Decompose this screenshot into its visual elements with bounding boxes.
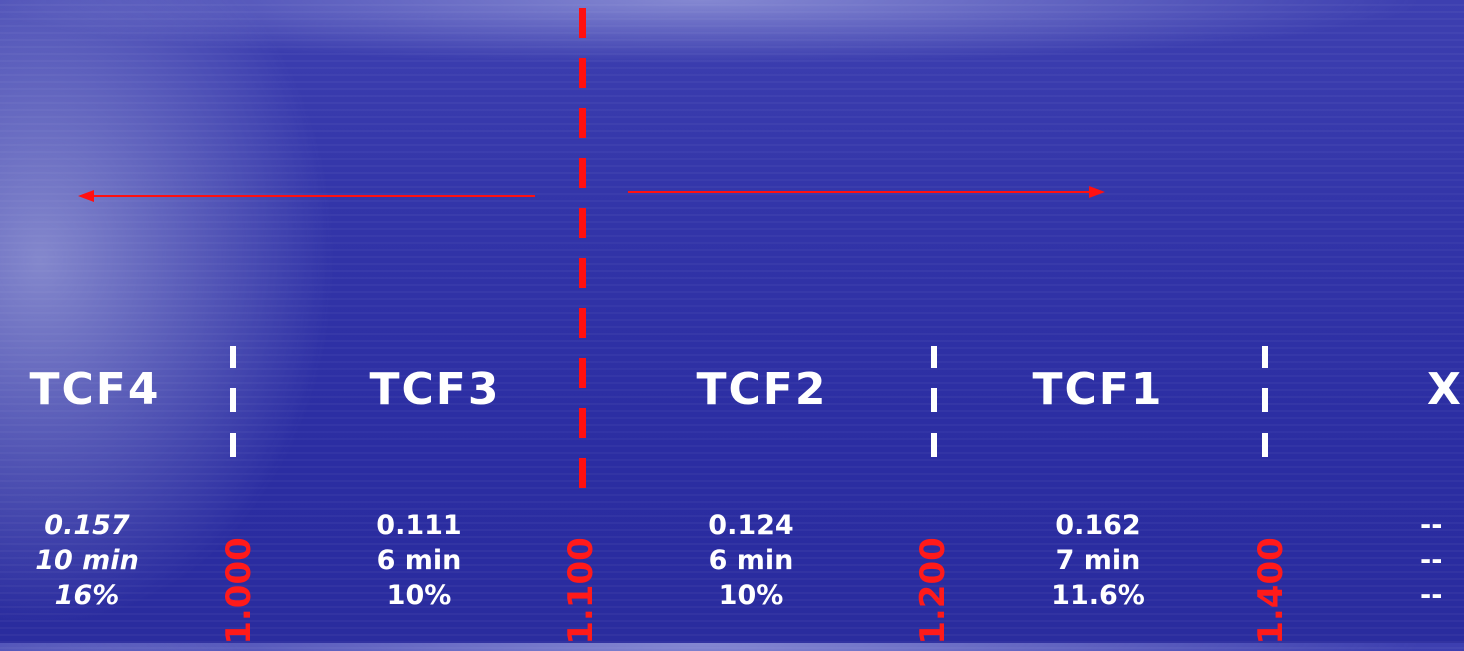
stats-x: -- -- -- [1400, 508, 1464, 613]
stat-value: -- [1420, 510, 1443, 541]
stat-value: 0.124 [708, 510, 794, 541]
stat-percent: 16% [54, 580, 120, 611]
white-dash-segment [931, 388, 937, 412]
threshold-label-2: 1.100 [561, 537, 601, 645]
column-label-tcf3: TCF3 [369, 364, 501, 415]
white-dash-segment [1262, 433, 1268, 457]
white-dash-segment [1262, 388, 1268, 412]
stat-time: -- [1420, 545, 1443, 576]
red-dash-segment [579, 458, 586, 488]
red-dash-segment [579, 158, 586, 188]
column-label-tcf1: TCF1 [1032, 364, 1164, 415]
red-dash-segment [579, 208, 586, 238]
threshold-label-4: 1.400 [1251, 537, 1291, 645]
stat-time: 10 min [35, 545, 139, 576]
stats-tcf1: 0.162 7 min 11.6% [1013, 508, 1183, 613]
stat-percent: 10% [386, 580, 452, 611]
red-dash-segment [579, 58, 586, 88]
red-dash-segment [579, 358, 586, 388]
white-dash-segment [1262, 346, 1268, 368]
red-dash-segment [579, 258, 586, 288]
red-dash-segment [579, 308, 586, 338]
white-dash-segment [931, 346, 937, 368]
red-dash-segment [579, 8, 586, 38]
stat-percent: 11.6% [1051, 580, 1145, 611]
stats-tcf3: 0.111 6 min 10% [334, 508, 504, 613]
white-dash-segment [931, 433, 937, 457]
column-label-x: X [1427, 364, 1463, 415]
stat-value: 0.157 [44, 510, 130, 541]
threshold-label-3: 1.200 [913, 537, 953, 645]
white-dash-segment [230, 346, 236, 368]
stat-value: 0.162 [1055, 510, 1141, 541]
stat-percent: -- [1420, 580, 1443, 611]
white-dash-segment [230, 433, 236, 457]
stat-time: 6 min [708, 545, 794, 576]
red-dash-segment [579, 108, 586, 138]
stat-time: 7 min [1055, 545, 1141, 576]
red-dash-segment [579, 408, 586, 438]
threshold-label-1: 1.000 [219, 537, 259, 645]
stats-tcf2: 0.124 6 min 10% [666, 508, 836, 613]
stat-time: 6 min [376, 545, 462, 576]
stats-tcf4: 0.157 10 min 16% [2, 508, 172, 613]
white-dash-segment [230, 388, 236, 412]
right-arrow-head [1089, 186, 1105, 198]
column-label-tcf4: TCF4 [29, 364, 161, 415]
stat-value: 0.111 [376, 510, 462, 541]
column-label-tcf2: TCF2 [696, 364, 828, 415]
stat-percent: 10% [718, 580, 784, 611]
left-arrow-head [78, 190, 94, 202]
